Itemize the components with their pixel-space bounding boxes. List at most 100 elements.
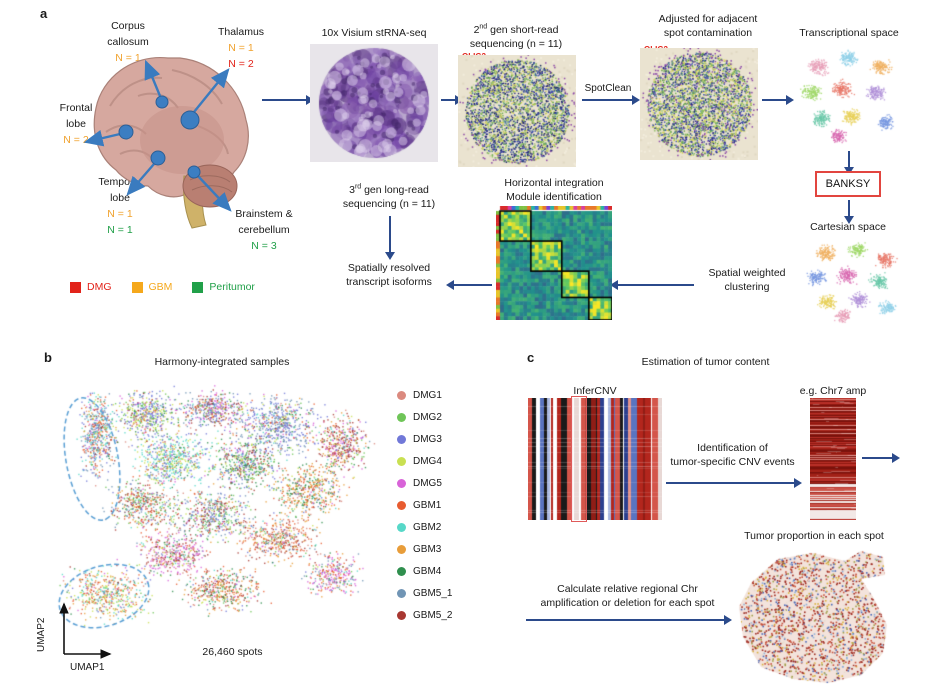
longread-title: 3rd gen long-read sequencing (n = 11) [326,180,452,211]
panel-b-title: Harmony-integrated samples [154,356,290,368]
region-count: N = 1 [228,42,254,54]
region-count: N = 1 [115,52,141,64]
legend-swatch [192,281,204,293]
legend-swatch [397,500,406,510]
region-name-line: Brainstem & [235,208,293,220]
cnv-highlight-box [571,396,587,522]
harmony-umap-plot [52,374,392,642]
legend-label: DMG5 [413,477,442,489]
region-name-line: lobe [110,192,130,204]
cartesian-space-title: Cartesian space [810,221,886,233]
legend-label: DMG2 [413,411,442,423]
legend-item-peritumor: Peritumor [192,281,255,293]
legend-label: GBM1 [413,499,442,511]
arrow-spotclean [582,94,640,105]
calculate-label: Calculate relative regional Chr amplific… [540,583,715,609]
region-name-line: cerebellum [238,224,290,236]
infercnv-heatmap [528,398,662,520]
panel-a-label: a [40,6,48,21]
region-brainstem-cerebellum: Brainstem & cerebellum N = 3 [216,206,312,254]
arrow-cnv-to-chr7 [666,477,802,488]
region-corpus-callosum: Corpus callosum N = 1 [88,18,168,66]
legend-swatch [397,566,406,576]
arrow-umap-to-banksy [843,151,854,175]
module-identification-title: Horizontal integration Module identifica… [504,177,604,203]
region-count: N = 2 [63,134,89,146]
visium-title: 10x Visium stRNA-seq [321,27,427,39]
legend-item-DMG1: DMG1 [397,384,452,406]
arrow-to-thalamus [193,68,230,113]
infercnv-title: InferCNV [573,385,617,397]
spotclean-label: SpotClean [584,83,632,94]
arrow-visium-to-shortread [441,94,463,105]
region-count: N = 2 [228,58,254,70]
legend-swatch [397,390,406,400]
legend-item-GBM4: GBM4 [397,560,452,582]
chr7-title: e.g. Chr7 amp [799,385,867,397]
arrow-to-brainstem [197,175,232,212]
umap-axes [59,602,112,659]
arrow-to-temporal [126,163,155,196]
legend-swatch [397,610,406,620]
arrow-longread-down [384,216,395,260]
adjusted-line1: Adjusted for adjacent [658,13,758,25]
legend-item-DMG2: DMG2 [397,406,452,428]
cartesian-umap [795,235,907,327]
legend-swatch [397,412,406,422]
legend-item-DMG5: DMG5 [397,472,452,494]
shortread-line1: 2nd gen short-read [473,23,559,36]
region-name-line: Frontal [59,102,93,114]
panel-c-title: Estimation of tumor content [641,356,770,368]
legend-item-GBM3: GBM3 [397,538,452,560]
arrow-banksy-to-cartesian [843,200,854,224]
legend-item-gbm: GBM [131,281,173,293]
legend-swatch [70,281,81,293]
legend-swatch [397,434,406,444]
legend-swatch [397,456,406,466]
sample-dot [187,165,201,179]
module-heatmap [496,206,612,320]
tumor-type-legend: DMG GBM Peritumor [70,281,255,293]
ordinal-suffix: nd [479,23,488,30]
legend-item-GBM5_2: GBM5_2 [397,604,452,626]
sample-dot [118,124,134,140]
sample-dot [180,110,200,130]
legend-label: DMG1 [413,389,442,401]
legend-swatch [397,522,406,532]
region-name-line: callosum [107,36,149,48]
brain-illustration [83,56,249,229]
legend-item-DMG3: DMG3 [397,428,452,450]
ordinal-suffix: rd [354,183,362,190]
legend-label: Peritumor [209,281,255,293]
tumor-proportion-title: Tumor proportion in each spot [744,530,884,542]
transcriptional-space-title: Transcriptional space [799,27,899,39]
spatial-clustering-label: Spatial weighted clustering [708,267,786,293]
legend-label: GBM5_2 [413,609,453,621]
isoforms-label: Spatially resolved transcript isoforms [346,262,432,288]
spots-count-label: 26,460 spots [202,646,263,658]
longread-line1: 3rd gen long-read [349,183,429,196]
legend-label: GBM2 [413,521,442,533]
region-count: N = 1 [107,208,133,220]
banksy-box: BANKSY [815,171,881,197]
region-name-line: lobe [66,118,86,130]
legend-label: GBM4 [413,565,442,577]
sample-legend: DMG1 DMG2 DMG3 DMG4 DMG5 GBM1 GBM2 GBM3 GBM4 GBM5… [397,384,452,626]
sample-dot [155,95,169,109]
region-thalamus: Thalamus N = 1 N = 2 [206,24,276,72]
olig2-spatial-plot-1 [458,55,576,167]
legend-label: GBM [148,281,173,293]
chr7-amp-heatmap [810,398,856,520]
legend-swatch [397,544,406,554]
legend-label: DMG4 [413,455,442,467]
panel-b-label: b [44,350,52,365]
transcriptional-umap [793,44,905,148]
legend-item-DMG4: DMG4 [397,450,452,472]
legend-item-GBM1: GBM1 [397,494,452,516]
arrow-adjusted-to-umap [762,94,794,105]
legend-item-GBM2: GBM2 [397,516,452,538]
umap2-axis-label: UMAP2 [36,617,47,652]
legend-item-GBM5_1: GBM5_1 [397,582,452,604]
legend-swatch [397,588,406,598]
